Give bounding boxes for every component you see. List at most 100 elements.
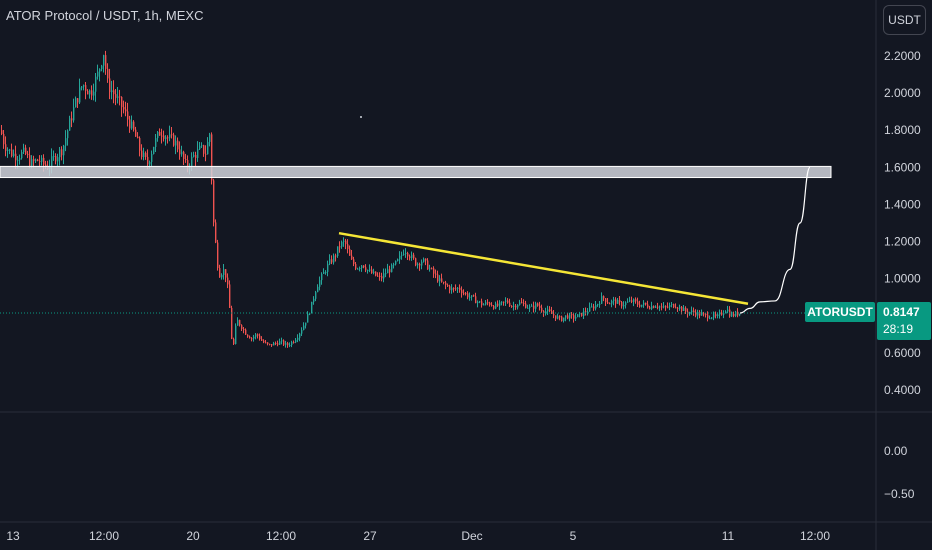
candle-body — [397, 259, 399, 261]
candle-body — [407, 252, 409, 257]
candle-body — [537, 303, 539, 306]
candle-body — [553, 313, 555, 316]
candle-body — [165, 137, 167, 139]
candle-body — [149, 161, 151, 165]
price-tick-label: 0.6000 — [884, 346, 921, 360]
candle-body — [619, 300, 621, 303]
candle-body — [367, 269, 369, 271]
candle-body — [131, 121, 133, 129]
candle-body — [121, 96, 123, 108]
candle-body — [177, 140, 179, 150]
candle-body — [313, 298, 315, 302]
candle-body — [203, 145, 205, 154]
indicator-axis: 0.00 −0.50 — [884, 444, 915, 501]
candle-body — [205, 153, 207, 155]
candle-body — [169, 134, 171, 138]
candle-body — [295, 339, 297, 343]
candle-body — [689, 312, 691, 314]
candle-body — [715, 314, 717, 317]
candle-body — [257, 334, 259, 336]
candle-body — [673, 304, 675, 308]
candle-body — [297, 337, 299, 340]
candle-body — [85, 85, 87, 91]
candle-body — [413, 254, 415, 259]
candle-body — [83, 85, 85, 87]
candle-body — [97, 71, 99, 77]
candle-body — [659, 306, 661, 308]
candle-body — [717, 314, 719, 317]
candle-body — [525, 303, 527, 308]
candle-body — [223, 269, 225, 275]
candle-body — [475, 296, 477, 304]
time-tick-label: 11 — [722, 529, 735, 543]
resistance-zone[interactable] — [0, 165, 832, 179]
candle-body — [381, 276, 383, 279]
candle-body — [697, 312, 699, 316]
candle-body — [249, 336, 251, 339]
candle-body — [587, 311, 589, 313]
candle-body — [317, 286, 319, 293]
candle-body — [159, 131, 161, 136]
candle-body — [387, 269, 389, 274]
candle-body — [377, 275, 379, 277]
candle-body — [21, 152, 23, 159]
candle-body — [555, 315, 557, 319]
candle-body — [439, 278, 441, 282]
candle-body — [417, 263, 419, 266]
candle-body — [25, 147, 27, 154]
candle-body — [233, 338, 235, 344]
candle-body — [217, 242, 219, 269]
price-tick-label: 1.0000 — [884, 272, 921, 286]
candle-body — [677, 307, 679, 309]
candle-body — [425, 258, 427, 261]
candle-body — [653, 306, 655, 308]
candle-body — [429, 268, 431, 270]
candle-body — [147, 156, 149, 165]
candle-body — [403, 253, 405, 255]
candle-body — [701, 313, 703, 316]
candle-body — [519, 302, 521, 305]
candle-body — [355, 264, 357, 269]
candle-body — [287, 343, 289, 346]
candle-body — [185, 159, 187, 161]
descending-trendline[interactable] — [338, 231, 749, 305]
candle-body — [341, 241, 343, 247]
candle-body — [235, 325, 237, 344]
candle-body — [89, 90, 91, 95]
candle-body — [473, 295, 475, 297]
candle-body — [395, 260, 397, 265]
candle-body — [739, 313, 741, 316]
candle-body — [503, 301, 505, 303]
candle-body — [279, 341, 281, 345]
candle-body — [451, 287, 453, 291]
projection-curve[interactable] — [739, 166, 811, 314]
candle-body — [617, 300, 619, 304]
candle-body — [319, 280, 321, 287]
candle-body — [55, 156, 57, 162]
candle-body — [575, 317, 577, 319]
candle-body — [175, 140, 177, 146]
candle-body — [347, 244, 349, 249]
candle-body — [409, 256, 411, 258]
candle-body — [631, 300, 633, 302]
candle-body — [435, 273, 437, 275]
candle-body — [253, 336, 255, 339]
candle-body — [481, 301, 483, 306]
candle-body — [623, 305, 625, 307]
candle-body — [33, 159, 35, 162]
candle-body — [219, 268, 221, 278]
symbol-label: ATORUSDT — [805, 302, 875, 322]
candle-body — [649, 307, 651, 309]
candle-body — [29, 155, 31, 167]
candle-body — [229, 284, 231, 308]
candle-body — [15, 153, 17, 161]
candle-body — [327, 263, 329, 272]
candle-body — [665, 306, 667, 308]
candle-body — [197, 149, 199, 158]
candle-body — [59, 149, 61, 158]
candle-body — [727, 309, 729, 312]
candle-body — [269, 343, 271, 345]
currency-button[interactable]: USDT — [883, 5, 926, 35]
candle-body — [305, 322, 307, 326]
